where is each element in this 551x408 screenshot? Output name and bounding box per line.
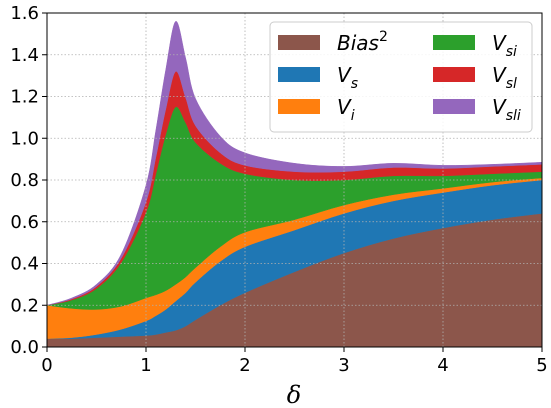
legend-swatch [278,99,320,114]
legend-swatch [433,35,475,50]
x-axis-label: δ [287,381,301,408]
y-tick-label: 0.2 [10,295,39,316]
legend-swatch [278,67,320,82]
x-tick-label: 0 [41,355,52,376]
y-tick-label: 1.6 [10,3,39,24]
legend-entry-label: Bias2 [337,29,388,55]
series-areas [46,21,543,348]
x-tick-label: 1 [140,355,151,376]
y-tick-label: 0.8 [10,170,39,191]
legend-entry-label: Vsi [492,31,517,60]
legend-swatch [433,99,475,114]
legend-entry-label: Vsl [492,63,517,92]
legend-swatch [278,35,320,50]
legend-entry-label: Vs [337,63,358,92]
x-tick-label: 4 [437,355,448,376]
x-tick-label: 2 [239,355,250,376]
x-axis-ticks: 0 1 2 3 4 5 [41,347,548,376]
legend-entry-label: Vsli [492,95,521,124]
y-tick-label: 0.0 [10,337,39,358]
legend-swatch [433,67,475,82]
y-axis-ticks: 0.0 0.2 0.4 0.6 0.8 1.0 1.2 1.4 1.6 [10,3,47,358]
y-tick-label: 0.4 [10,254,39,275]
y-tick-label: 1.2 [10,87,39,108]
legend-entry-label: Vi [337,95,355,124]
y-tick-label: 1.0 [10,128,39,149]
y-tick-label: 1.4 [10,45,39,66]
x-tick-label: 3 [338,355,349,376]
x-tick-label: 5 [536,355,547,376]
legend: Bias2 Vs Vi Vsi Vsl Vsli [269,21,533,133]
y-tick-label: 0.6 [10,212,39,233]
